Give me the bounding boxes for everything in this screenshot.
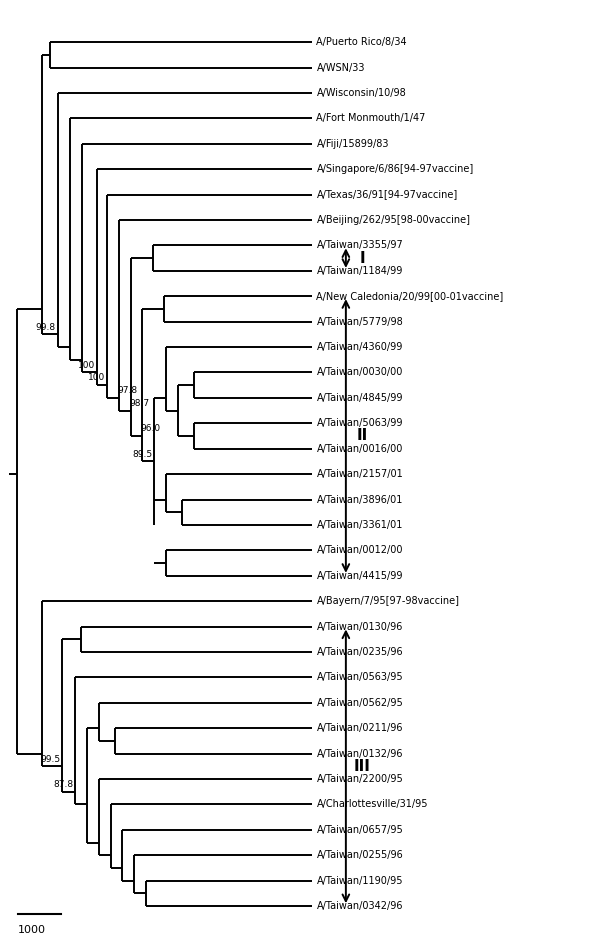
Text: A/Taiwan/1184/99: A/Taiwan/1184/99: [316, 266, 403, 276]
Text: A/Taiwan/2200/95: A/Taiwan/2200/95: [316, 774, 403, 784]
Text: A/Taiwan/5779/98: A/Taiwan/5779/98: [316, 317, 403, 326]
Text: A/Taiwan/3896/01: A/Taiwan/3896/01: [316, 495, 403, 505]
Text: A/Taiwan/2157/01: A/Taiwan/2157/01: [316, 469, 403, 479]
Text: A/Charlottesville/31/95: A/Charlottesville/31/95: [316, 800, 428, 809]
Text: A/Taiwan/0012/00: A/Taiwan/0012/00: [316, 545, 403, 555]
Text: A/Taiwan/4845/99: A/Taiwan/4845/99: [316, 393, 403, 403]
Text: A/Taiwan/0562/95: A/Taiwan/0562/95: [316, 698, 403, 708]
Text: II: II: [357, 429, 368, 443]
Text: 89.5: 89.5: [132, 450, 152, 458]
Text: 96.0: 96.0: [140, 424, 161, 434]
Text: A/Puerto Rico/8/34: A/Puerto Rico/8/34: [316, 37, 407, 48]
Text: 87.8: 87.8: [53, 780, 74, 789]
Text: A/Bayern/7/95[97-98vaccine]: A/Bayern/7/95[97-98vaccine]: [316, 596, 460, 606]
Text: A/Fort Monmouth/1/47: A/Fort Monmouth/1/47: [316, 113, 426, 124]
Text: A/Taiwan/1190/95: A/Taiwan/1190/95: [316, 876, 403, 885]
Text: A/Fiji/15899/83: A/Fiji/15899/83: [316, 139, 389, 148]
Text: 100: 100: [78, 360, 95, 370]
Text: 100: 100: [88, 374, 106, 382]
Text: 98.7: 98.7: [130, 398, 149, 408]
Text: I: I: [359, 251, 365, 265]
Text: A/Taiwan/0235/96: A/Taiwan/0235/96: [316, 647, 403, 657]
Text: A/Singapore/6/86[94-97vaccine]: A/Singapore/6/86[94-97vaccine]: [316, 165, 474, 174]
Text: A/Taiwan/0657/95: A/Taiwan/0657/95: [316, 825, 403, 835]
Text: 1000: 1000: [18, 924, 46, 935]
Text: A/Taiwan/4360/99: A/Taiwan/4360/99: [316, 342, 403, 352]
Text: A/Taiwan/0030/00: A/Taiwan/0030/00: [316, 367, 403, 378]
Text: A/Beijing/262/95[98-00vaccine]: A/Beijing/262/95[98-00vaccine]: [316, 215, 470, 225]
Text: A/Wisconsin/10/98: A/Wisconsin/10/98: [316, 87, 406, 98]
Text: A/Taiwan/0016/00: A/Taiwan/0016/00: [316, 444, 403, 454]
Text: 97.8: 97.8: [117, 386, 137, 395]
Text: A/WSN/33: A/WSN/33: [316, 63, 365, 72]
Text: A/Taiwan/0342/96: A/Taiwan/0342/96: [316, 902, 403, 911]
Text: A/Taiwan/3361/01: A/Taiwan/3361/01: [316, 520, 403, 530]
Text: A/Texas/36/91[94-97vaccine]: A/Texas/36/91[94-97vaccine]: [316, 189, 458, 200]
Text: A/Taiwan/3355/97: A/Taiwan/3355/97: [316, 241, 403, 250]
Text: A/Taiwan/0211/96: A/Taiwan/0211/96: [316, 723, 403, 733]
Text: 99.5: 99.5: [40, 754, 60, 764]
Text: III: III: [354, 759, 371, 774]
Text: A/Taiwan/5063/99: A/Taiwan/5063/99: [316, 418, 403, 428]
Text: A/Taiwan/0563/95: A/Taiwan/0563/95: [316, 672, 403, 683]
Text: 99.8: 99.8: [36, 322, 56, 332]
Text: A/Taiwan/4415/99: A/Taiwan/4415/99: [316, 571, 403, 581]
Text: A/Taiwan/0255/96: A/Taiwan/0255/96: [316, 850, 403, 861]
Text: A/Taiwan/0132/96: A/Taiwan/0132/96: [316, 748, 403, 759]
Text: A/Taiwan/0130/96: A/Taiwan/0130/96: [316, 622, 403, 631]
Text: A/New Caledonia/20/99[00-01vaccine]: A/New Caledonia/20/99[00-01vaccine]: [316, 291, 504, 301]
